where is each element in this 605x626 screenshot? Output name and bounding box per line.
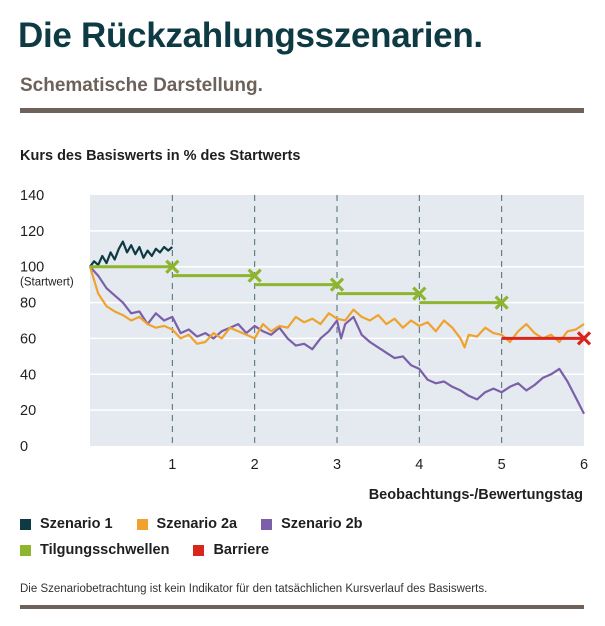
- barriere-marker: [576, 331, 592, 346]
- y-tick-label: 20: [20, 403, 36, 419]
- legend-row-2: Tilgungsschwellen Barriere: [20, 541, 590, 559]
- x-tick-label: 2: [251, 457, 259, 473]
- y-tick-label: 0: [20, 439, 28, 455]
- series-line-szenario1: [89, 240, 174, 268]
- legend-item-barriere: Barriere: [193, 542, 269, 558]
- y-tick-label: 60: [20, 331, 36, 347]
- legend-label: Szenario 2a: [156, 516, 238, 532]
- legend-item-szenario1: Szenario 1: [20, 516, 113, 532]
- x-tick-label: 5: [498, 457, 506, 473]
- series-line-szenario2a: [88, 266, 585, 349]
- legend-item-szenario2a: Szenario 2a: [136, 516, 238, 532]
- legend-row-1: Szenario 1 Szenario 2a Szenario 2b: [20, 515, 590, 533]
- tilgungsschwelle-marker: [494, 295, 509, 310]
- page-subtitle: Schematische Darstellung.: [20, 75, 263, 96]
- x-tick-label: 4: [415, 457, 423, 473]
- y-axis-label: Kurs des Basiswerts in % des Startwerts: [20, 148, 301, 164]
- x-axis-label: Beobachtungs-/Bewertungstag: [368, 487, 583, 503]
- series-line-szenario2b: [89, 265, 585, 415]
- legend: Szenario 1 Szenario 2a Szenario 2b Tilgu…: [20, 515, 590, 567]
- legend-item-tilgung: Tilgungsschwellen: [20, 542, 169, 558]
- y-tick-label: 80: [20, 296, 36, 312]
- legend-label: Szenario 2b: [281, 516, 363, 532]
- legend-swatch-szenario2b: [261, 518, 273, 530]
- y-tick-label: 100: [20, 260, 44, 276]
- top-divider: [20, 108, 584, 113]
- legend-swatch-szenario1: [20, 518, 31, 530]
- repayment-chart: 0 20 40 60 80 100 120 140 (Startwert) 1 2 3 4 5 6: [20, 188, 592, 473]
- legend-swatch-tilgung: [20, 544, 31, 556]
- legend-swatch-barriere: [193, 544, 205, 556]
- bottom-divider: [20, 605, 584, 609]
- startwert-annotation: (Startwert): [20, 277, 74, 289]
- disclaimer-text: Die Szenariobetrachtung ist kein Indikat…: [20, 583, 488, 595]
- tilgungsschwelle-marker: [165, 259, 180, 274]
- x-tick-label: 6: [580, 457, 588, 473]
- y-tick-label: 40: [20, 367, 36, 383]
- legend-item-szenario2b: Szenario 2b: [261, 516, 363, 532]
- page-title: Die Rückzahlungsszenarien.: [18, 16, 483, 55]
- tilgungsschwelle-marker: [329, 277, 345, 292]
- y-tick-label: 140: [20, 188, 44, 204]
- x-tick-label: 3: [333, 457, 341, 473]
- tilgungsschwelle-marker: [412, 286, 427, 301]
- tilgungsschwelle-marker: [247, 268, 262, 283]
- legend-label: Szenario 1: [40, 516, 113, 532]
- legend-label: Tilgungsschwellen: [40, 542, 170, 558]
- y-tick-label: 120: [20, 224, 44, 240]
- legend-swatch-szenario2a: [136, 518, 148, 530]
- legend-label: Barriere: [213, 542, 270, 558]
- x-tick-label: 1: [168, 457, 176, 473]
